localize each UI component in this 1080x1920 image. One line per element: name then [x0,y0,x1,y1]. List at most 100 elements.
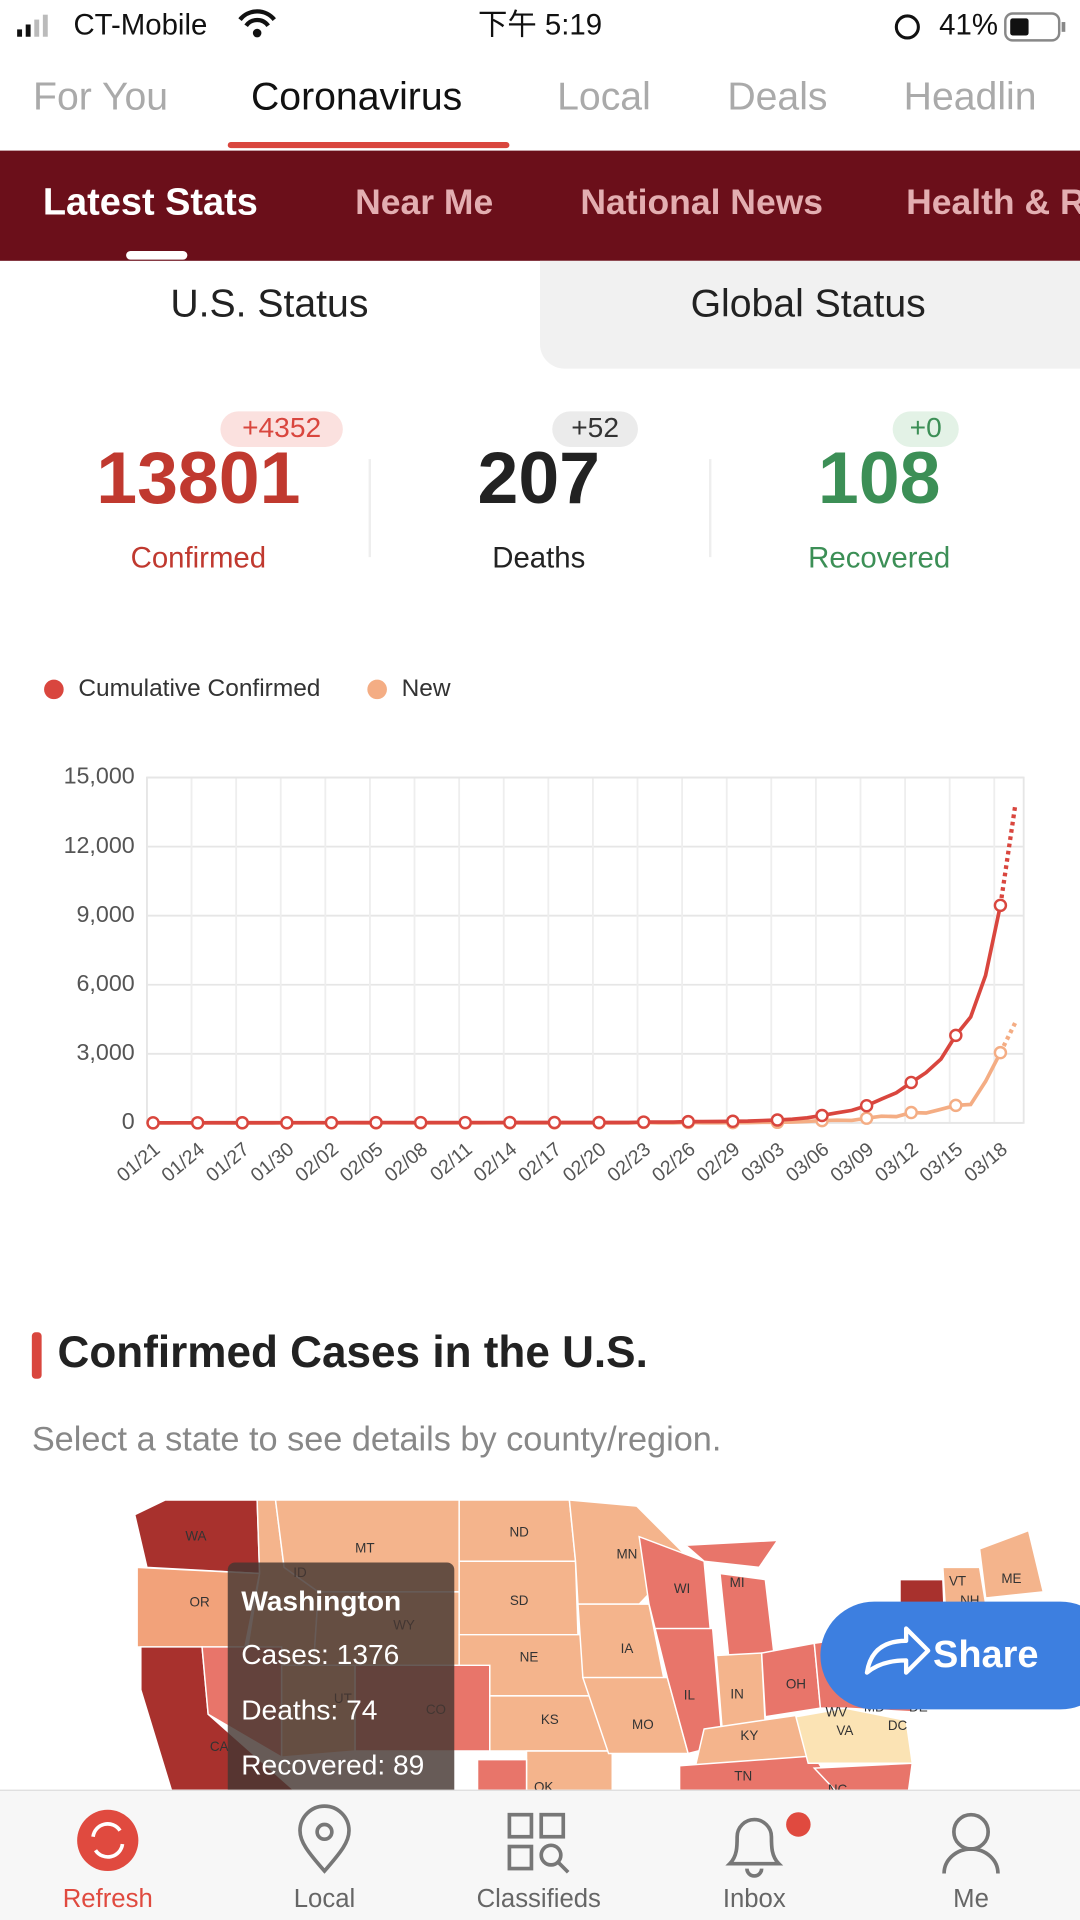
state-label[interactable]: OH [786,1676,806,1691]
y-tick-label: 9,000 [77,901,135,927]
stat-value: 207 [477,436,600,519]
state-label[interactable]: DC [888,1718,908,1733]
section-subtitle: Select a state to see details by county/… [32,1420,722,1458]
x-tick-label: 03/12 [871,1138,923,1186]
tab[interactable]: Headlin [904,76,1037,119]
nav-label[interactable]: Local [294,1885,355,1913]
state-label[interactable]: MI [730,1575,745,1590]
status-tab-active[interactable]: U.S. Status [170,282,368,325]
x-tick-label: 02/17 [514,1138,566,1186]
x-tick-label: 02/14 [470,1138,522,1186]
point [949,1028,963,1043]
x-tick-label: 02/20 [559,1138,611,1186]
chart: Cumulative Confirmed New 0 3,000 6,000 9,000 1… [44,675,1025,1187]
tab[interactable]: Local [557,76,651,119]
y-tick-label: 6,000 [77,970,135,996]
x-tick-label: 02/26 [648,1138,700,1186]
x-tick-label: 02/29 [693,1138,745,1186]
sub-tab[interactable]: National News [580,182,823,222]
tab-active[interactable]: Coronavirus [251,76,462,119]
nav-label[interactable]: Classifieds [477,1885,601,1913]
point [503,1115,517,1130]
state-label[interactable]: VT [949,1574,966,1589]
state-label[interactable]: TN [734,1768,752,1783]
state-label[interactable]: IL [684,1687,696,1702]
state-label[interactable]: CA [210,1739,229,1754]
x-tick-label: 01/27 [202,1138,254,1186]
sub-tab-active[interactable]: Latest Stats [43,182,258,224]
x-tick-label: 02/11 [426,1138,477,1185]
state-label[interactable]: ND [509,1525,529,1540]
sub-tab-indicator [126,251,188,260]
state-label[interactable]: VA [836,1723,853,1738]
sub-tab[interactable]: Near Me [355,182,493,222]
point [324,1115,339,1130]
tooltip-line: Cases: 1376 [241,1639,399,1670]
point [369,1115,383,1130]
state-label[interactable]: SD [510,1593,529,1608]
point [547,1115,562,1130]
heading-bar [31,1332,42,1379]
state-label[interactable]: WV [825,1705,847,1720]
y-tick-label: 15,000 [64,763,135,789]
series-line-projected [998,1021,1018,1054]
x-tick-label: 02/23 [603,1138,655,1186]
y-tick-label: 12,000 [64,832,135,858]
state-label[interactable]: NE [520,1650,539,1665]
state-label[interactable]: MN [616,1547,637,1562]
state-label[interactable]: KY [740,1728,758,1743]
point [949,1098,963,1113]
state-label[interactable]: WA [185,1528,206,1543]
stat-value: 13801 [96,436,300,519]
tab[interactable]: For You [33,76,168,119]
point [280,1115,294,1130]
state-label[interactable]: MO [632,1717,654,1732]
status-bar: CT-Mobile 下午 5:19 41% [17,9,1066,42]
sub-tab[interactable]: Health & R [906,182,1080,222]
stat-label: Deaths [492,541,585,574]
x-tick-label: 03/18 [960,1138,1012,1186]
point [681,1114,695,1129]
share-label[interactable]: Share [933,1634,1038,1676]
x-tick-label: 02/08 [380,1138,432,1186]
clock: 下午 5:19 [478,9,602,42]
status-tab[interactable]: Global Status [691,282,926,325]
point [993,1045,1008,1060]
bottom-nav: Refresh Local Classifieds Inbox Me [0,1789,1080,1920]
point [904,1075,918,1090]
map-tooltip: Washington Cases: 1376 Deaths: 74 Recove… [227,1562,455,1808]
stat-value: 108 [818,436,941,519]
tab[interactable]: Deals [727,76,827,119]
state-label[interactable]: IN [730,1686,743,1701]
point [904,1105,918,1120]
delta: +0 [910,412,942,443]
point [190,1116,205,1130]
point [458,1115,472,1130]
x-tick-label: 03/03 [737,1138,789,1186]
state-label[interactable]: MT [355,1541,374,1556]
nav-label[interactable]: Inbox [723,1885,786,1913]
legend-label: New [402,675,451,702]
x-tick-label: 01/21 [113,1138,165,1186]
legend-label: Cumulative Confirmed [78,675,320,702]
stat-label: Confirmed [131,541,267,574]
carrier: CT-Mobile [73,9,207,42]
battery-percent: 41% [939,9,998,42]
delta: +52 [571,412,619,443]
point [859,1111,874,1125]
legend-swatch [367,679,387,700]
share-button[interactable]: Share [820,1601,1080,1710]
tab-indicator [227,142,510,149]
x-tick-label: 03/09 [826,1138,878,1186]
state-label[interactable]: WI [674,1581,690,1596]
nav-label[interactable]: Refresh [63,1885,153,1913]
section-title: Confirmed Cases in the U.S. [58,1328,648,1377]
state-label[interactable]: KS [541,1712,559,1727]
state-label[interactable]: IA [621,1641,634,1656]
point [235,1116,249,1130]
state-label[interactable]: OR [189,1594,209,1609]
tooltip-line: Deaths: 74 [241,1694,377,1725]
state-label[interactable]: ME [1001,1571,1021,1586]
nav-label[interactable]: Me [953,1885,989,1913]
